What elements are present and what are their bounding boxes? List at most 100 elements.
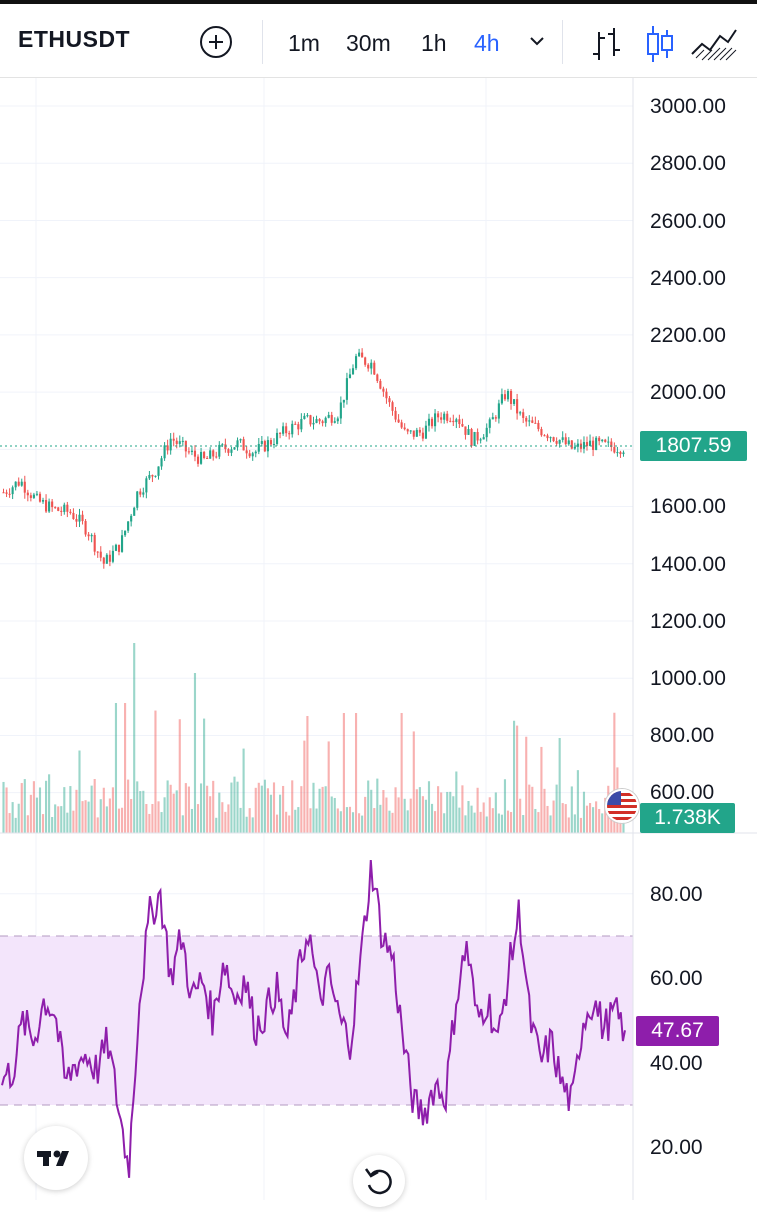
candle xyxy=(537,420,540,432)
volume-bar xyxy=(443,813,446,833)
candle xyxy=(212,449,215,461)
candle xyxy=(473,431,476,447)
volume-bar xyxy=(385,797,388,833)
candle xyxy=(282,422,285,436)
volume-bar xyxy=(120,807,124,833)
volume-bar xyxy=(418,787,421,833)
candle xyxy=(257,438,260,455)
candle xyxy=(203,450,206,460)
price-axis-label: 2600.00 xyxy=(650,210,726,233)
candle xyxy=(269,437,273,447)
us-flag-icon[interactable] xyxy=(605,789,639,823)
candle xyxy=(288,430,291,440)
rsi-axis-label: 80.00 xyxy=(650,883,703,906)
volume-bar xyxy=(145,804,148,833)
timeframe-30m[interactable]: 30m xyxy=(346,30,391,56)
area-chart-icon[interactable] xyxy=(690,24,738,64)
volume-bar xyxy=(203,718,206,833)
candle xyxy=(275,428,279,446)
volume-bar xyxy=(102,787,105,833)
candle xyxy=(336,416,339,424)
candle xyxy=(178,435,181,448)
candle xyxy=(513,399,516,406)
volume-bar xyxy=(373,808,376,833)
volume-bar xyxy=(549,815,552,833)
candle xyxy=(573,442,576,450)
candle xyxy=(443,411,446,424)
volume-bar xyxy=(17,803,20,833)
candle xyxy=(154,475,157,478)
candle xyxy=(279,432,282,439)
candle xyxy=(500,388,503,405)
volume-bar xyxy=(230,782,233,833)
tradingview-logo[interactable] xyxy=(24,1126,88,1190)
candle xyxy=(272,438,276,449)
volume-bar xyxy=(35,797,39,833)
price-axis-label: 1400.00 xyxy=(650,553,726,576)
candle xyxy=(321,419,324,427)
volume-bar xyxy=(585,805,589,833)
timeframe-1h[interactable]: 1h xyxy=(421,30,447,56)
candle xyxy=(470,427,473,448)
candle xyxy=(391,400,394,416)
volume-bar xyxy=(117,808,121,833)
volume-bar xyxy=(440,792,443,833)
volume-bar xyxy=(543,788,546,833)
volume-bar xyxy=(488,797,491,833)
candle xyxy=(534,416,537,424)
candle xyxy=(397,414,400,424)
symbol-name[interactable]: ETHUSDT xyxy=(18,26,131,52)
volume-bar xyxy=(455,771,458,833)
volume-bar xyxy=(111,787,114,833)
volume-bar xyxy=(494,792,497,833)
candle xyxy=(403,423,406,431)
volume-bar xyxy=(382,790,385,833)
volume-bar xyxy=(409,798,412,833)
candle xyxy=(339,396,342,424)
candle xyxy=(124,530,127,537)
timeframe-1m[interactable]: 1m xyxy=(288,30,320,56)
candle xyxy=(494,415,497,422)
candle xyxy=(263,439,266,453)
candle xyxy=(81,510,84,525)
candle xyxy=(120,529,124,553)
volume-bar xyxy=(336,808,339,833)
volume-bar xyxy=(391,812,394,833)
volume-bar xyxy=(595,801,598,833)
candle xyxy=(35,490,39,497)
chart-plot-area[interactable] xyxy=(0,78,757,1200)
add-symbol-plus-circle-icon[interactable] xyxy=(200,26,232,58)
volume-bar xyxy=(69,786,72,833)
candle xyxy=(11,485,14,500)
volume-bar xyxy=(461,785,464,833)
volume-bar xyxy=(552,800,555,833)
candles-chart-icon[interactable] xyxy=(645,24,675,64)
candle xyxy=(604,438,607,443)
volume-bar xyxy=(96,817,99,833)
candle xyxy=(139,488,142,498)
candle xyxy=(32,492,35,499)
candle xyxy=(160,455,163,470)
volume-bar xyxy=(20,783,23,833)
reset-chart-button[interactable] xyxy=(353,1155,405,1207)
volume-bar xyxy=(269,794,273,833)
price-axis-label: 1200.00 xyxy=(650,610,726,633)
chevron-down-icon[interactable] xyxy=(528,34,546,48)
volume-bar xyxy=(227,804,230,833)
volume-bar xyxy=(348,806,352,833)
volume-bar xyxy=(139,791,142,833)
candle xyxy=(567,437,570,446)
candle xyxy=(230,446,233,457)
candle xyxy=(558,439,561,448)
candle xyxy=(127,521,130,533)
volume-bar xyxy=(573,814,576,833)
bar-chart-icon[interactable] xyxy=(590,24,624,64)
volume-bar xyxy=(500,814,503,833)
candle xyxy=(166,439,169,455)
candle xyxy=(546,433,549,442)
candle xyxy=(440,412,443,424)
volume-bar xyxy=(184,783,187,833)
timeframe-4h[interactable]: 4h xyxy=(474,30,500,56)
candle xyxy=(361,348,364,358)
candle xyxy=(96,551,99,558)
